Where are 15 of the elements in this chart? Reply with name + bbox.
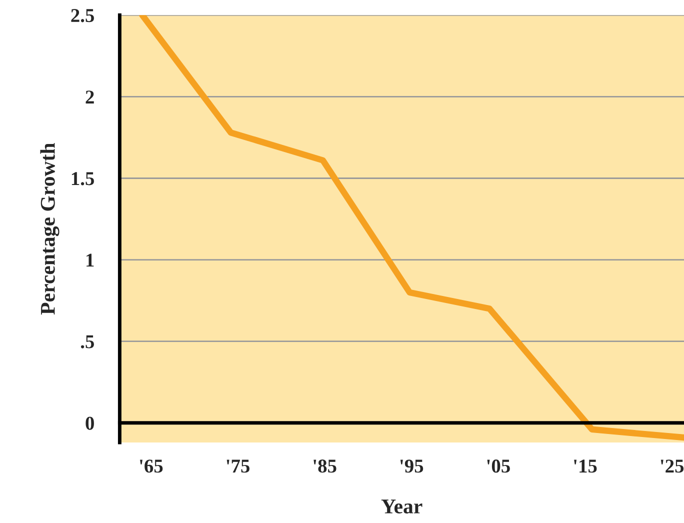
y-tick-label: 2.5 [71, 9, 94, 22]
x-tick-label: '65 [140, 460, 163, 473]
y-tick-label: 0 [86, 416, 94, 430]
x-tick-label: '75 [226, 460, 250, 473]
x-tick-label: '85 [314, 460, 336, 473]
x-tick-label: '25 [660, 460, 684, 473]
x-tick-label: '15 [574, 460, 597, 473]
x-tick-label: '05 [487, 460, 510, 473]
x-tick-label: '95 [400, 460, 424, 473]
y-axis-title: Percentage Growth [40, 143, 60, 315]
y-tick-label: 2 [86, 90, 94, 104]
y-tick-label: 1 [86, 254, 94, 267]
x-axis-title: Year [381, 500, 422, 514]
y-tick-label: 1.5 [72, 172, 94, 186]
y-tick-label: .5 [80, 335, 94, 348]
